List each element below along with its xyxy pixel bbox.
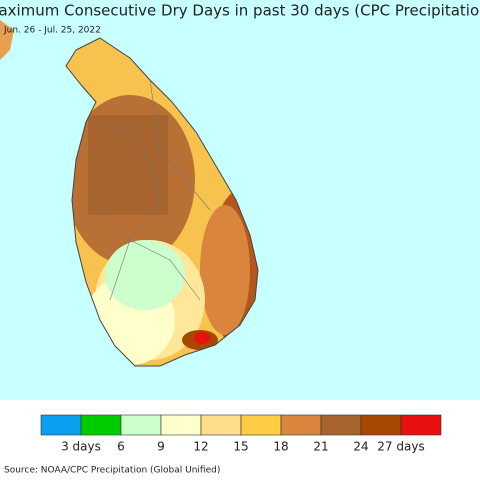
source: Source: NOAA/CPC Precipitation (Global U… <box>4 466 220 476</box>
legend-label: 9 <box>157 440 165 454</box>
subtitle: Jun. 26 - Jul. 25, 2022 <box>3 26 101 36</box>
color-swatch <box>280 414 322 436</box>
title: Maximum Consecutive Dry Days in past 30 … <box>0 2 480 20</box>
districts <box>89 79 211 301</box>
color-swatch <box>40 414 82 436</box>
color-swatch <box>400 414 442 436</box>
legend-label: 3 days <box>61 440 101 454</box>
legend-label: 27 days <box>377 440 424 454</box>
coastline <box>65 37 259 367</box>
legend-label: 15 <box>233 440 248 454</box>
color-swatch <box>80 414 122 436</box>
legend-label: 12 <box>193 440 208 454</box>
color-swatch <box>120 414 162 436</box>
color-swatch <box>360 414 402 436</box>
legend-label: 6 <box>117 440 125 454</box>
legend-area <box>0 400 480 480</box>
legend-label: 24 <box>353 440 368 454</box>
color-swatch <box>200 414 242 436</box>
color-swatch <box>240 414 282 436</box>
color-swatch <box>320 414 362 436</box>
colorbar: 3 days 6 9 12 15 18 21 24 27 days <box>40 414 442 454</box>
legend-label: 18 <box>273 440 288 454</box>
india-coast <box>0 20 14 60</box>
color-swatch <box>160 414 202 436</box>
legend-label: 21 <box>313 440 328 454</box>
